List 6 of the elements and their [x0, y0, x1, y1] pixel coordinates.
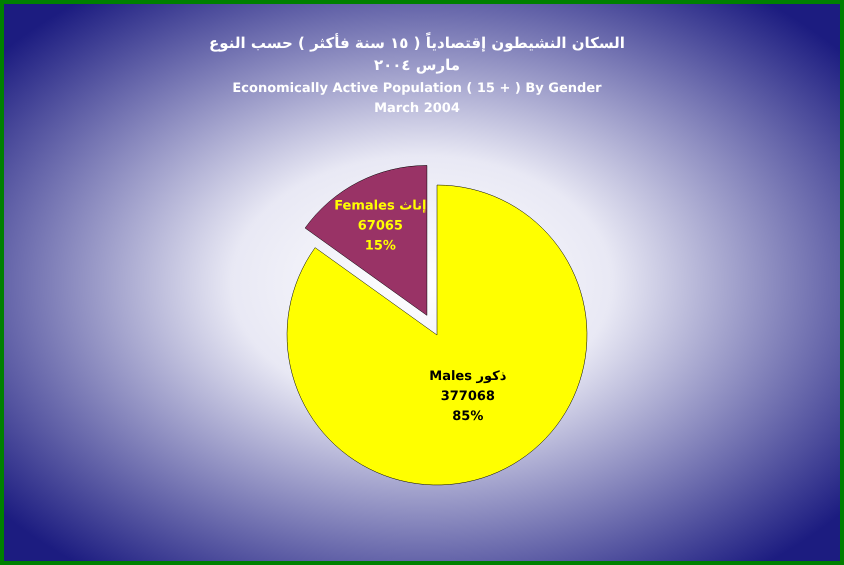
slice-label: Females إناث	[334, 198, 427, 214]
chart-title: السكان النشيطون إقتصادياً ( ١٥ سنة فأكثر ) حسب النوع مارس ٢٠٠٤	[209, 32, 625, 74]
data-label: 377068 85%	[440, 389, 495, 424]
chart-subtitle: Economically Active Population ( 15 + ) By Gender March 2004	[232, 81, 602, 116]
data-label: 67065 15%	[358, 218, 403, 254]
slice-label: Males ذكور	[429, 369, 507, 384]
